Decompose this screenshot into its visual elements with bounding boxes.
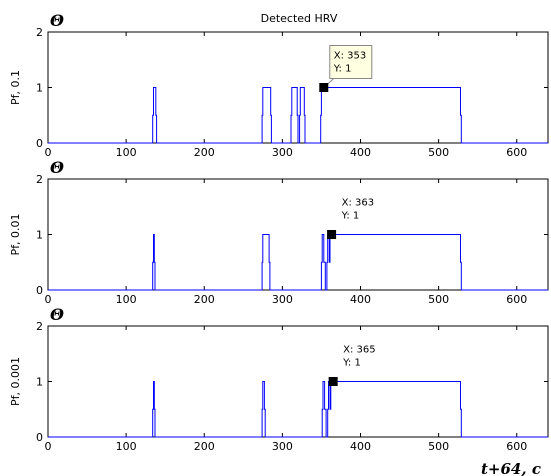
x-tick-label: 400 [350, 293, 371, 306]
x-tick-label: 300 [272, 293, 293, 306]
axes-frame [47, 325, 549, 438]
panel-label: Θ [50, 305, 64, 324]
series-line [48, 234, 548, 291]
x-tick-label: 300 [272, 440, 293, 453]
x-tick-label: 600 [506, 293, 527, 306]
datatip-marker [319, 83, 329, 92]
panel-1: 0 100 200 300 400 500 600 0 1 2 Pf, 0.1 Θ X: 353 Y: 1 [9, 11, 549, 159]
x-tick-label: 100 [116, 440, 137, 453]
x-tick-label: 600 [506, 146, 527, 159]
datatip-marker [327, 230, 337, 239]
figure-title: Detected HRV [261, 12, 338, 25]
y-axis-label: Pf, 0.001 [9, 357, 22, 406]
datatip-x-label: X: 363 [342, 198, 375, 209]
datatip-x-label: X: 365 [343, 345, 376, 356]
x-tick-label: 400 [350, 440, 371, 453]
panel-label: Θ [50, 158, 64, 177]
y-tick-label: 0 [36, 137, 43, 150]
series-line [48, 381, 548, 438]
panel-label: Θ [50, 11, 64, 30]
datatip-y-label: Y: 1 [341, 211, 360, 222]
y-tick-label: 2 [36, 320, 43, 333]
axes-frame [47, 178, 549, 291]
x-tick-label: 300 [272, 146, 293, 159]
panel-2: 0 100 200 300 400 500 600 0 1 2 Pf, 0.01 Θ X: 363 Y: … [9, 158, 549, 306]
datatip-box [329, 45, 373, 79]
x-tick-label: 500 [428, 146, 449, 159]
series-line [48, 87, 548, 144]
x-tick-label: 0 [45, 146, 52, 159]
x-tick-label: 500 [428, 440, 449, 453]
y-tick-label: 0 [36, 284, 43, 297]
x-tick-label: 100 [116, 293, 137, 306]
datatip-marker [328, 377, 338, 386]
x-tick-label: 200 [194, 440, 215, 453]
x-tick-label: 0 [45, 293, 52, 306]
x-tick-label: 100 [116, 146, 137, 159]
x-tick-label: 200 [194, 146, 215, 159]
x-tick-label: 200 [194, 293, 215, 306]
datatip-y-label: Y: 1 [342, 358, 361, 369]
x-tick-label: 600 [506, 440, 527, 453]
datatip-y-label: Y: 1 [333, 64, 352, 75]
x-tick-label: 400 [350, 146, 371, 159]
panel-3: 0 100 200 300 400 500 600 0 1 2 Pf, 0.001 Θ X: 365 Y:… [9, 305, 549, 453]
y-tick-label: 1 [36, 376, 43, 389]
corner-label: t+64, c [481, 460, 541, 476]
x-tick-label: 0 [45, 440, 52, 453]
y-axis-label: Pf, 0.1 [9, 70, 22, 105]
x-tick-label: 500 [428, 293, 449, 306]
y-tick-label: 1 [36, 229, 43, 242]
y-tick-label: 2 [36, 173, 43, 186]
y-axis-label: Pf, 0.01 [9, 214, 22, 256]
y-tick-label: 1 [36, 82, 43, 95]
y-tick-label: 0 [36, 431, 43, 444]
y-tick-label: 2 [36, 26, 43, 39]
datatip-x-label: X: 353 [334, 51, 367, 62]
